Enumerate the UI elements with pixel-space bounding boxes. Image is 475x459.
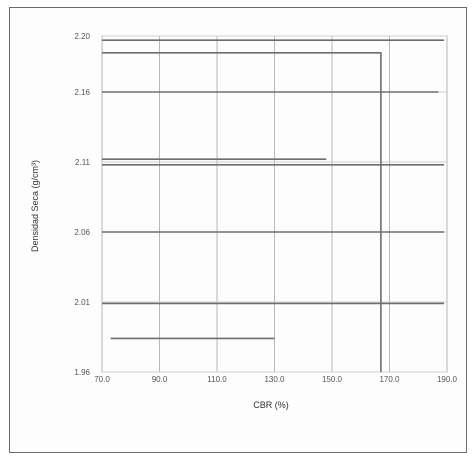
y-tick-label: 2.06 bbox=[74, 228, 90, 237]
series-layer bbox=[102, 39, 445, 372]
y-tick-label: 1.96 bbox=[74, 368, 90, 377]
x-tick-label: 190.0 bbox=[437, 375, 458, 384]
y-axis-title: Densidad Seca (g/cm³) bbox=[30, 160, 40, 252]
x-tick-label: 150.0 bbox=[322, 375, 343, 384]
x-axis-title: CBR (%) bbox=[253, 400, 289, 410]
x-tick-label: 90.0 bbox=[152, 375, 168, 384]
x-tick-label: 70.0 bbox=[94, 375, 110, 384]
x-tick-label: 130.0 bbox=[264, 375, 285, 384]
y-tick-label: 2.11 bbox=[75, 158, 91, 167]
grid-layer bbox=[101, 35, 448, 373]
y-tick-label: 2.16 bbox=[74, 88, 90, 97]
chart-frame bbox=[9, 7, 467, 453]
y-tick-label: 2.20 bbox=[74, 32, 90, 41]
tick-layer: 70.0 90.0 110.0 130.0 150.0 170.0 190.0 1.96 2.0… bbox=[74, 32, 457, 384]
x-tick-label: 170.0 bbox=[379, 375, 400, 384]
series-line bbox=[102, 51, 382, 372]
x-tick-label: 110.0 bbox=[207, 375, 227, 384]
y-tick-label: 2.01 bbox=[74, 298, 90, 307]
